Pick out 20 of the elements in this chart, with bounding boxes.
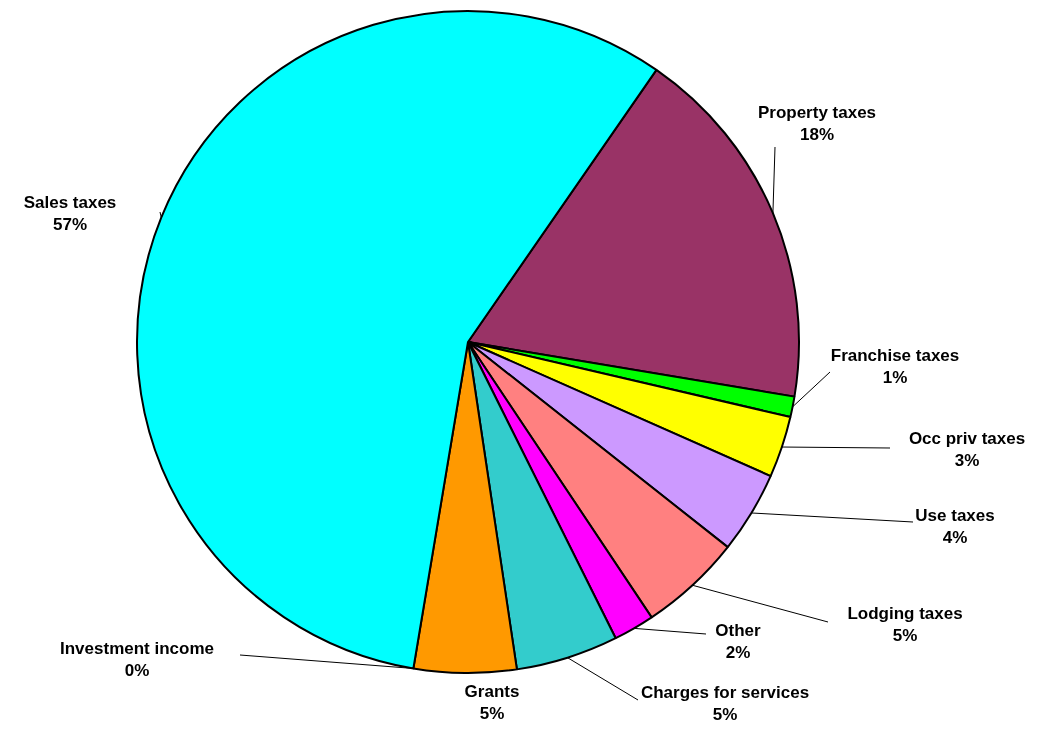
data-label: 1% — [882, 367, 908, 387]
slice-label: Other — [715, 620, 762, 640]
slice-label: Sales taxes — [23, 192, 117, 212]
data-label: 5% — [712, 704, 738, 724]
slice-label: Occ priv taxes — [908, 428, 1026, 448]
data-label: 2% — [725, 642, 751, 662]
slice-label: Use taxes — [915, 505, 995, 525]
data-label: 57% — [52, 214, 88, 234]
data-label: 5% — [892, 625, 918, 645]
text: 0% — [124, 660, 150, 680]
slice-label: Lodging taxes — [847, 603, 963, 623]
slice-label: Grants — [464, 681, 520, 701]
slice-label: Charges for services — [640, 682, 810, 702]
data-label: 5% — [479, 703, 505, 723]
data-label: 18% — [799, 124, 835, 144]
slice-label: Property taxes — [757, 102, 877, 122]
data-label: 3% — [954, 450, 980, 470]
slice-label: Franchise taxes — [830, 345, 960, 365]
data-label: 4% — [942, 527, 968, 547]
category-label: Investment income — [60, 638, 214, 658]
